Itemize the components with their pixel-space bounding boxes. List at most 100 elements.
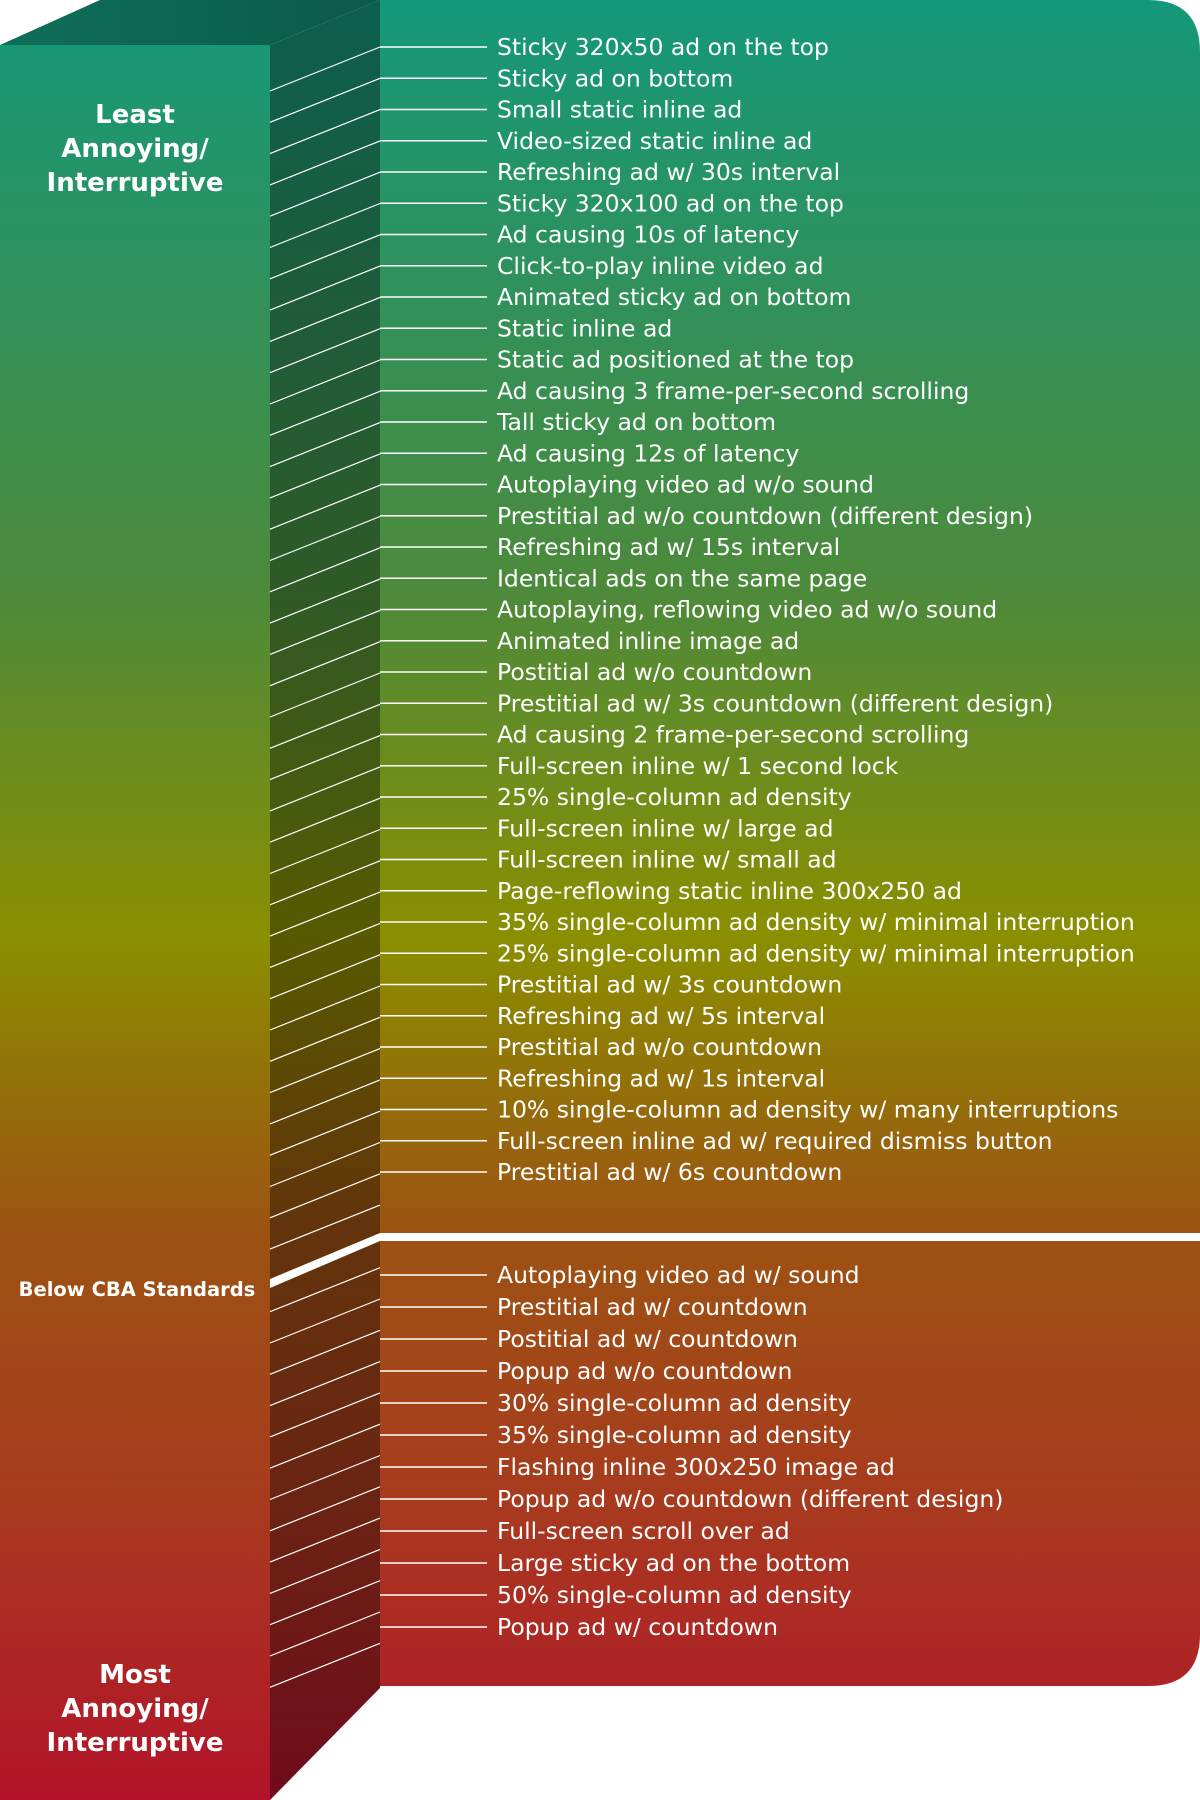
side-diagonal-line [269,1110,381,1156]
ad-experience-label: Full-screen inline w/ large ad [497,814,834,842]
side-diagonal-line [269,390,381,436]
ad-experience-label: Animated inline image ad [497,627,799,655]
side-diagonal-line [269,766,381,812]
side-diagonal-line [269,578,381,624]
most-label-line-1: Most [99,1660,171,1690]
ad-experience-label: Postitial ad w/ countdown [497,1325,798,1353]
leader-lines [380,46,487,1628]
ad-experience-label: Refreshing ad w/ 5s interval [497,1002,825,1030]
side-diagonal-line [269,1141,381,1188]
labels-panel [380,0,1200,1686]
side-diagonal-line [269,140,381,186]
ad-experience-label: Full-screen scroll over ad [497,1517,790,1545]
ad-experience-label: Full-screen inline w/ small ad [497,846,837,874]
ad-experience-labels: Sticky 320x50 ad on the top Sticky ad on … [496,33,1135,1641]
ad-experience-label: Ad causing 10s of latency [497,221,799,249]
side-diagonal-line [269,1267,381,1313]
side-diagonal-line [269,77,381,123]
side-diagonal-line [269,1423,381,1469]
ad-experience-label: Refreshing ad w/ 15s interval [497,533,840,561]
least-annoying-label: Least Annoying/ Interruptive [47,100,224,198]
side-diagonal-line [269,484,381,530]
ad-experience-label: Refreshing ad w/ 1s interval [497,1064,825,1092]
side-diagonal-line [269,1204,381,1250]
ad-experience-label: 50% single-column ad density [497,1581,852,1609]
side-diagonal-line [269,1235,381,1281]
side-diagonal-line [269,328,381,374]
side-diagonal-line [269,735,381,781]
ad-experience-label: 10% single-column ad density w/ many int… [497,1096,1118,1124]
least-label-line-1: Least [95,100,175,130]
least-label-line-2: Annoying/ [61,134,209,164]
side-diagonal-line [269,922,381,968]
ad-experience-label: Prestitial ad w/o countdown (different d… [497,502,1033,530]
side-diagonal-line [269,1611,381,1657]
ad-experience-label: 30% single-column ad density [497,1389,852,1417]
below-cba-standards-label: Below CBA Standards [19,1278,256,1301]
side-diagonal-line [269,1048,381,1094]
side-diagonal-line [269,1361,381,1407]
bar-side-face [270,0,380,1800]
ad-experience-label: Ad causing 3 frame-per-second scrolling [497,377,969,405]
ad-experience-label: Popup ad w/o countdown (different design… [497,1485,1003,1513]
side-diagonal-line [269,109,381,155]
ad-experience-label: Prestitial ad w/ 6s countdown [497,1158,842,1186]
ad-experience-label: Sticky 320x100 ad on the top [497,189,844,217]
ad-experience-label: Click-to-play inline video ad [497,252,824,280]
side-diagonal-line [269,672,381,718]
ad-experience-label: Small static inline ad [497,96,742,124]
side-diagonal-line [269,1173,381,1219]
ad-experience-label: Video-sized static inline ad [497,127,812,155]
side-diagonal-line [269,1329,381,1375]
side-diagonal-line [269,1580,381,1626]
side-diagonal-line [269,265,381,311]
side-diagonal-line [269,1454,381,1501]
ad-experience-label: 35% single-column ad density w/ minimal … [497,908,1135,936]
side-diagonal-line [269,797,381,843]
side-diagonal-line [269,296,381,342]
ad-experience-label: Popup ad w/ countdown [497,1613,778,1641]
side-diagonal-line [269,954,381,1000]
side-diagonal-line [269,1392,381,1438]
ad-experience-label: Static ad positioned at the top [497,346,854,374]
side-diagonal-line [269,891,381,937]
side-diagonal-line [269,422,381,468]
ad-experience-label: 25% single-column ad density [497,783,852,811]
most-annoying-label: Most Annoying/ Interruptive [47,1660,224,1758]
side-diagonal-line [269,860,381,906]
side-diagonal-line [269,1642,381,1688]
ad-experience-label: Autoplaying video ad w/o sound [497,471,874,499]
ad-experience-label: 35% single-column ad density [497,1421,852,1449]
ad-experience-label: Sticky ad on bottom [497,64,733,92]
side-diagonal-lines [269,46,381,1688]
side-diagonal-line [269,171,381,217]
ad-experience-label: Prestitial ad w/ 3s countdown (different… [497,689,1053,717]
side-diagonal-line [269,46,381,92]
ad-experience-label: Flashing inline 300x250 image ad [497,1453,895,1481]
side-diagonal-line [269,641,381,687]
side-diagonal-line [269,1517,381,1563]
side-diagonal-line [269,1016,381,1062]
ad-experience-label: Large sticky ad on the bottom [497,1549,850,1577]
side-diagonal-line [269,609,381,655]
side-diagonal-line [269,1486,381,1532]
cba-standards-divider [270,1233,1200,1288]
bar-front-face [0,45,270,1800]
side-diagonal-line [269,202,381,249]
side-diagonal-line [269,703,381,749]
most-label-line-3: Interruptive [47,1728,224,1758]
side-diagonal-line [269,515,381,562]
ad-experience-label: Popup ad w/o countdown [497,1357,792,1385]
ad-experience-label: Ad causing 12s of latency [497,439,799,467]
side-diagonal-line [269,985,381,1031]
bar-top-face [0,0,380,45]
ad-experience-label: Full-screen inline w/ 1 second lock [497,752,899,780]
most-label-line-2: Annoying/ [61,1694,209,1724]
side-diagonal-line [269,1298,381,1344]
ad-experience-label: Prestitial ad w/ 3s countdown [497,971,842,999]
ad-experience-label: Page-reflowing static inline 300x250 ad [497,877,962,905]
ad-experience-label: Identical ads on the same page [497,564,867,592]
side-diagonal-line [269,1079,381,1125]
side-diagonal-line [269,547,381,593]
